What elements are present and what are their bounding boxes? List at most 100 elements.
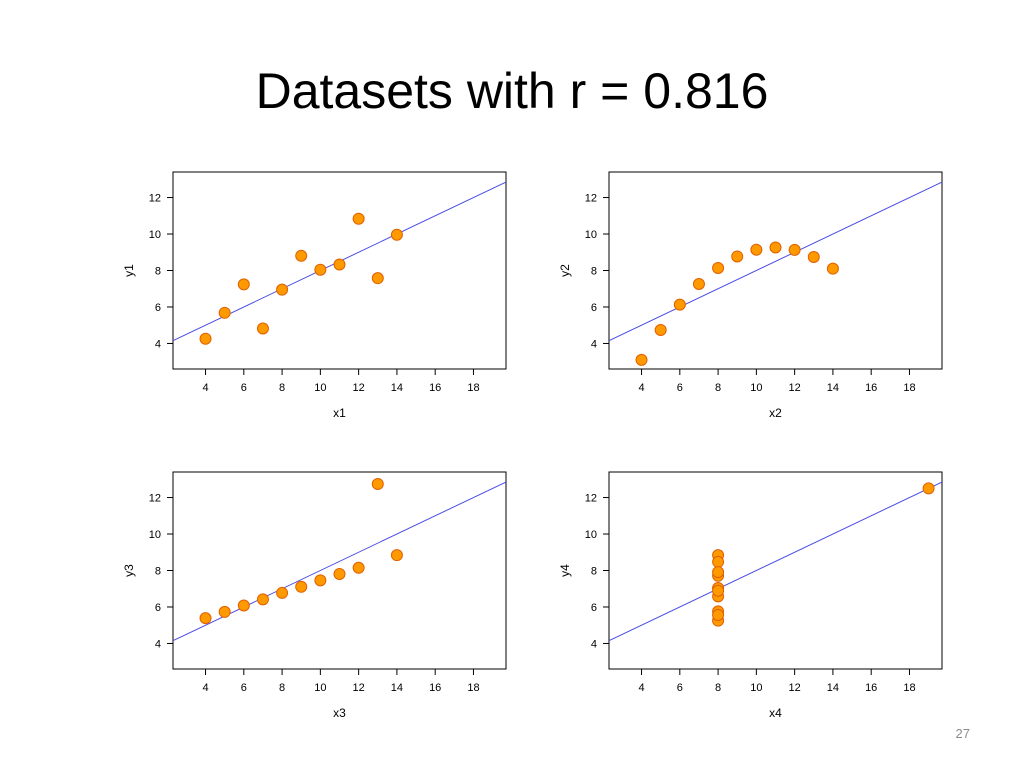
data-point	[256, 593, 269, 606]
y-tick-label: 10	[149, 229, 161, 241]
y-tick-label: 12	[149, 493, 161, 505]
y-tick-label: 4	[591, 638, 597, 650]
y-tick-label: 12	[149, 193, 161, 205]
data-point	[218, 306, 231, 319]
y-tick-label: 8	[591, 566, 597, 578]
y-axis-label: y1	[122, 264, 136, 277]
data-point	[295, 249, 308, 262]
plot-frame	[172, 171, 507, 370]
x-tick-label: 18	[467, 682, 479, 694]
data-point	[256, 322, 269, 335]
y-tick-label: 8	[155, 566, 161, 578]
x-tick-label: 10	[750, 682, 762, 694]
y-tick-label: 6	[155, 302, 161, 314]
x-tick-label: 16	[429, 682, 441, 694]
scatter-panel-3: 4 6 8 10 12 14 16 18 4 6 8 10 12 x3 y3	[122, 471, 507, 720]
x-tick-label: 14	[391, 382, 403, 394]
x-tick-label: 6	[241, 382, 247, 394]
x-tick-label: 12	[789, 682, 801, 694]
x-tick-label: 4	[638, 382, 644, 394]
data-point	[807, 251, 820, 264]
data-point	[333, 567, 346, 580]
data-point	[390, 549, 403, 562]
scatter-panel-2: 4 6 8 10 12 14 16 18 4 6 8 10 12 x2 y2	[558, 171, 943, 420]
x-tick-label: 10	[750, 382, 762, 394]
y-tick-label: 4	[591, 338, 597, 350]
scatter-panel-4: 4 6 8 10 12 14 16 18 4 6 8 10 12 x4 y4	[558, 471, 943, 720]
slide-number: 27	[955, 726, 970, 741]
y-tick-label: 10	[585, 229, 597, 241]
x-tick-label: 18	[903, 682, 915, 694]
data-point	[314, 574, 327, 587]
y-axis-label: y4	[558, 564, 572, 577]
scatter-grid-figure: 4 6 8 10 12 14 16 18 4 6 8 10 12 x1 y1 4 6 8 10 12 14 16 18 4 6 8…	[122, 171, 943, 720]
data-point	[731, 250, 744, 263]
plot-frame	[608, 171, 943, 370]
x-tick-label: 14	[827, 382, 839, 394]
y-tick-label: 8	[155, 266, 161, 278]
scatter-panel-1: 4 6 8 10 12 14 16 18 4 6 8 10 12 x1 y1	[122, 171, 507, 420]
x-axis-label: x4	[769, 706, 782, 720]
data-point	[352, 561, 365, 574]
slide-title: Datasets with r = 0.816	[255, 63, 769, 119]
x-tick-label: 4	[638, 682, 644, 694]
data-point	[352, 212, 365, 225]
x-axis-label: x2	[769, 406, 782, 420]
x-axis-label: x3	[333, 706, 346, 720]
x-tick-label: 8	[279, 682, 285, 694]
x-tick-label: 8	[715, 682, 721, 694]
x-tick-label: 6	[677, 382, 683, 394]
data-point	[635, 353, 648, 366]
data-point	[218, 605, 231, 618]
x-tick-label: 12	[353, 382, 365, 394]
data-point	[712, 261, 725, 274]
data-point	[750, 243, 763, 256]
regression-line	[609, 481, 942, 642]
y-axis-label: y2	[558, 264, 572, 277]
x-tick-label: 6	[677, 682, 683, 694]
x-tick-label: 18	[467, 382, 479, 394]
y-tick-label: 4	[155, 638, 161, 650]
data-point	[769, 241, 782, 254]
regression-line	[609, 181, 942, 342]
x-tick-label: 18	[903, 382, 915, 394]
y-tick-label: 10	[585, 529, 597, 541]
y-tick-label: 6	[155, 602, 161, 614]
x-tick-label: 6	[241, 682, 247, 694]
x-tick-label: 10	[314, 382, 326, 394]
data-point	[654, 323, 667, 336]
y-axis-label: y3	[122, 564, 136, 577]
x-tick-label: 16	[865, 382, 877, 394]
data-point	[712, 609, 725, 622]
y-tick-label: 12	[585, 493, 597, 505]
x-tick-label: 4	[202, 382, 208, 394]
data-point	[371, 272, 384, 285]
data-point	[692, 277, 705, 290]
x-tick-label: 14	[391, 682, 403, 694]
data-point	[826, 262, 839, 275]
y-tick-label: 12	[585, 193, 597, 205]
data-point	[237, 278, 250, 291]
data-point	[390, 228, 403, 241]
data-point	[922, 482, 935, 495]
x-tick-label: 8	[279, 382, 285, 394]
data-point	[237, 599, 250, 612]
x-tick-label: 8	[715, 382, 721, 394]
x-tick-label: 16	[429, 382, 441, 394]
x-axis-label: x1	[333, 406, 346, 420]
data-point	[371, 478, 384, 491]
data-point	[199, 332, 212, 345]
plot-frame	[608, 471, 943, 670]
data-point	[276, 283, 289, 296]
data-point	[673, 298, 686, 311]
data-point	[295, 580, 308, 593]
y-tick-label: 6	[591, 602, 597, 614]
data-point	[276, 586, 289, 599]
data-point	[333, 258, 346, 271]
y-tick-label: 8	[591, 266, 597, 278]
x-tick-label: 12	[789, 382, 801, 394]
x-tick-label: 12	[353, 682, 365, 694]
x-tick-label: 14	[827, 682, 839, 694]
data-point	[712, 584, 725, 597]
y-tick-label: 6	[591, 302, 597, 314]
